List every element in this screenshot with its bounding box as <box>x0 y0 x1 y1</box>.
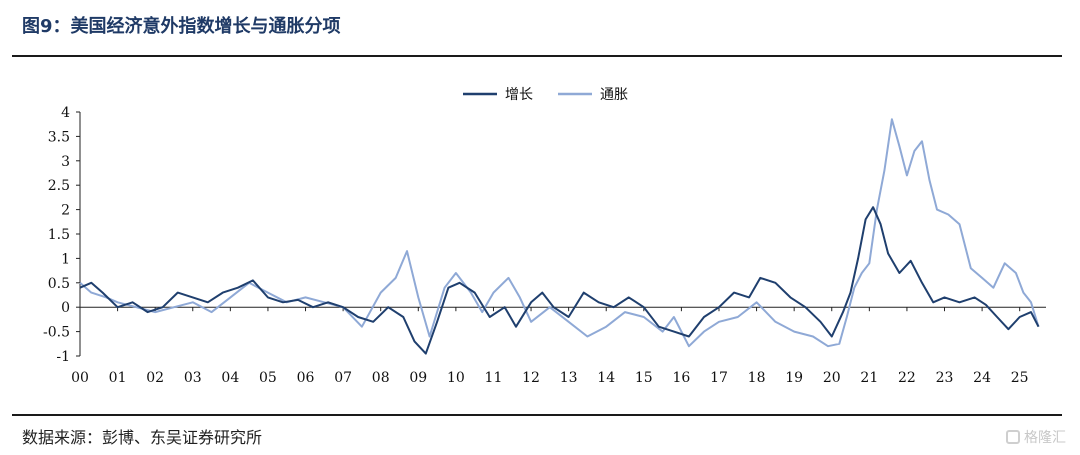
x-tick-label: 02 <box>146 370 164 386</box>
series-group <box>79 118 1040 355</box>
x-tick-label: 18 <box>748 370 766 386</box>
watermark-text: 格隆汇 <box>1024 430 1066 446</box>
y-axis: -1 -0.5 0 0.5 1 1.5 2 2.5 3 3.5 4 <box>43 105 81 365</box>
x-tick-label: 12 <box>522 370 540 386</box>
y-tick-label: 3 <box>61 154 70 170</box>
x-tick-label: 13 <box>560 370 578 386</box>
x-tick-label: 21 <box>860 370 878 386</box>
top-divider <box>12 55 1062 57</box>
x-tick-label: 04 <box>221 370 239 386</box>
x-tick-label: 06 <box>297 370 315 386</box>
bottom-divider <box>12 414 1062 416</box>
y-tick-label: 1 <box>61 251 70 267</box>
x-tick-label: 16 <box>672 370 690 386</box>
y-tick-label: -1 <box>56 349 70 365</box>
y-tick-label: 2 <box>61 203 70 219</box>
x-tick-label: 09 <box>409 370 427 386</box>
chart-title: 图9：美国经济意外指数增长与通胀分项 <box>22 16 341 37</box>
source-note: 数据来源：彭博、东吴证券研究所 <box>22 428 263 447</box>
x-tick-label: 10 <box>447 370 465 386</box>
y-tick-label: 3.5 <box>48 129 70 145</box>
x-tick-label: 00 <box>71 370 89 386</box>
watermark: 格隆汇 <box>1006 427 1066 447</box>
y-tick-label: 0 <box>61 300 70 316</box>
x-tick-label: 11 <box>485 370 503 386</box>
x-tick-label: 03 <box>184 370 202 386</box>
x-tick-label: 01 <box>109 370 127 386</box>
x-tick-label: 23 <box>936 370 954 386</box>
legend-label: 增长 <box>505 87 533 103</box>
x-tick-label: 20 <box>823 370 841 386</box>
x-tick-label: 05 <box>259 370 277 386</box>
x-tick-label: 14 <box>597 370 615 386</box>
y-tick-label: 0.5 <box>48 276 70 292</box>
y-tick-label: 2.5 <box>48 178 70 194</box>
x-tick-label: 22 <box>898 370 916 386</box>
legend: 增长 通胀 <box>463 87 628 103</box>
y-tick-label: 4 <box>61 105 70 121</box>
x-tick-label: 24 <box>973 370 991 386</box>
chart-area: 增长 通胀 -1-0.500.511.522.533.54 00 01 02 03 04 0… <box>43 87 1046 386</box>
watermark-logo-icon <box>1006 430 1020 444</box>
legend-label: 通胀 <box>600 87 628 103</box>
x-tick-label: 08 <box>372 370 390 386</box>
x-tick-label: 25 <box>1011 370 1029 386</box>
x-tick-label: 07 <box>334 370 352 386</box>
y-tick-label: 1.5 <box>48 227 70 243</box>
x-tick-label: 17 <box>710 370 728 386</box>
y-tick-label: -0.5 <box>43 325 70 341</box>
x-tick-label: 19 <box>785 370 803 386</box>
series-line-growth <box>79 206 1040 355</box>
series-line-inflation <box>79 118 1040 348</box>
x-tick-label: 15 <box>635 370 653 386</box>
x-axis: 00 01 02 03 04 05 06 07 08 09 10 11 12 13 14 15 16 17 18 19… <box>71 306 1046 386</box>
